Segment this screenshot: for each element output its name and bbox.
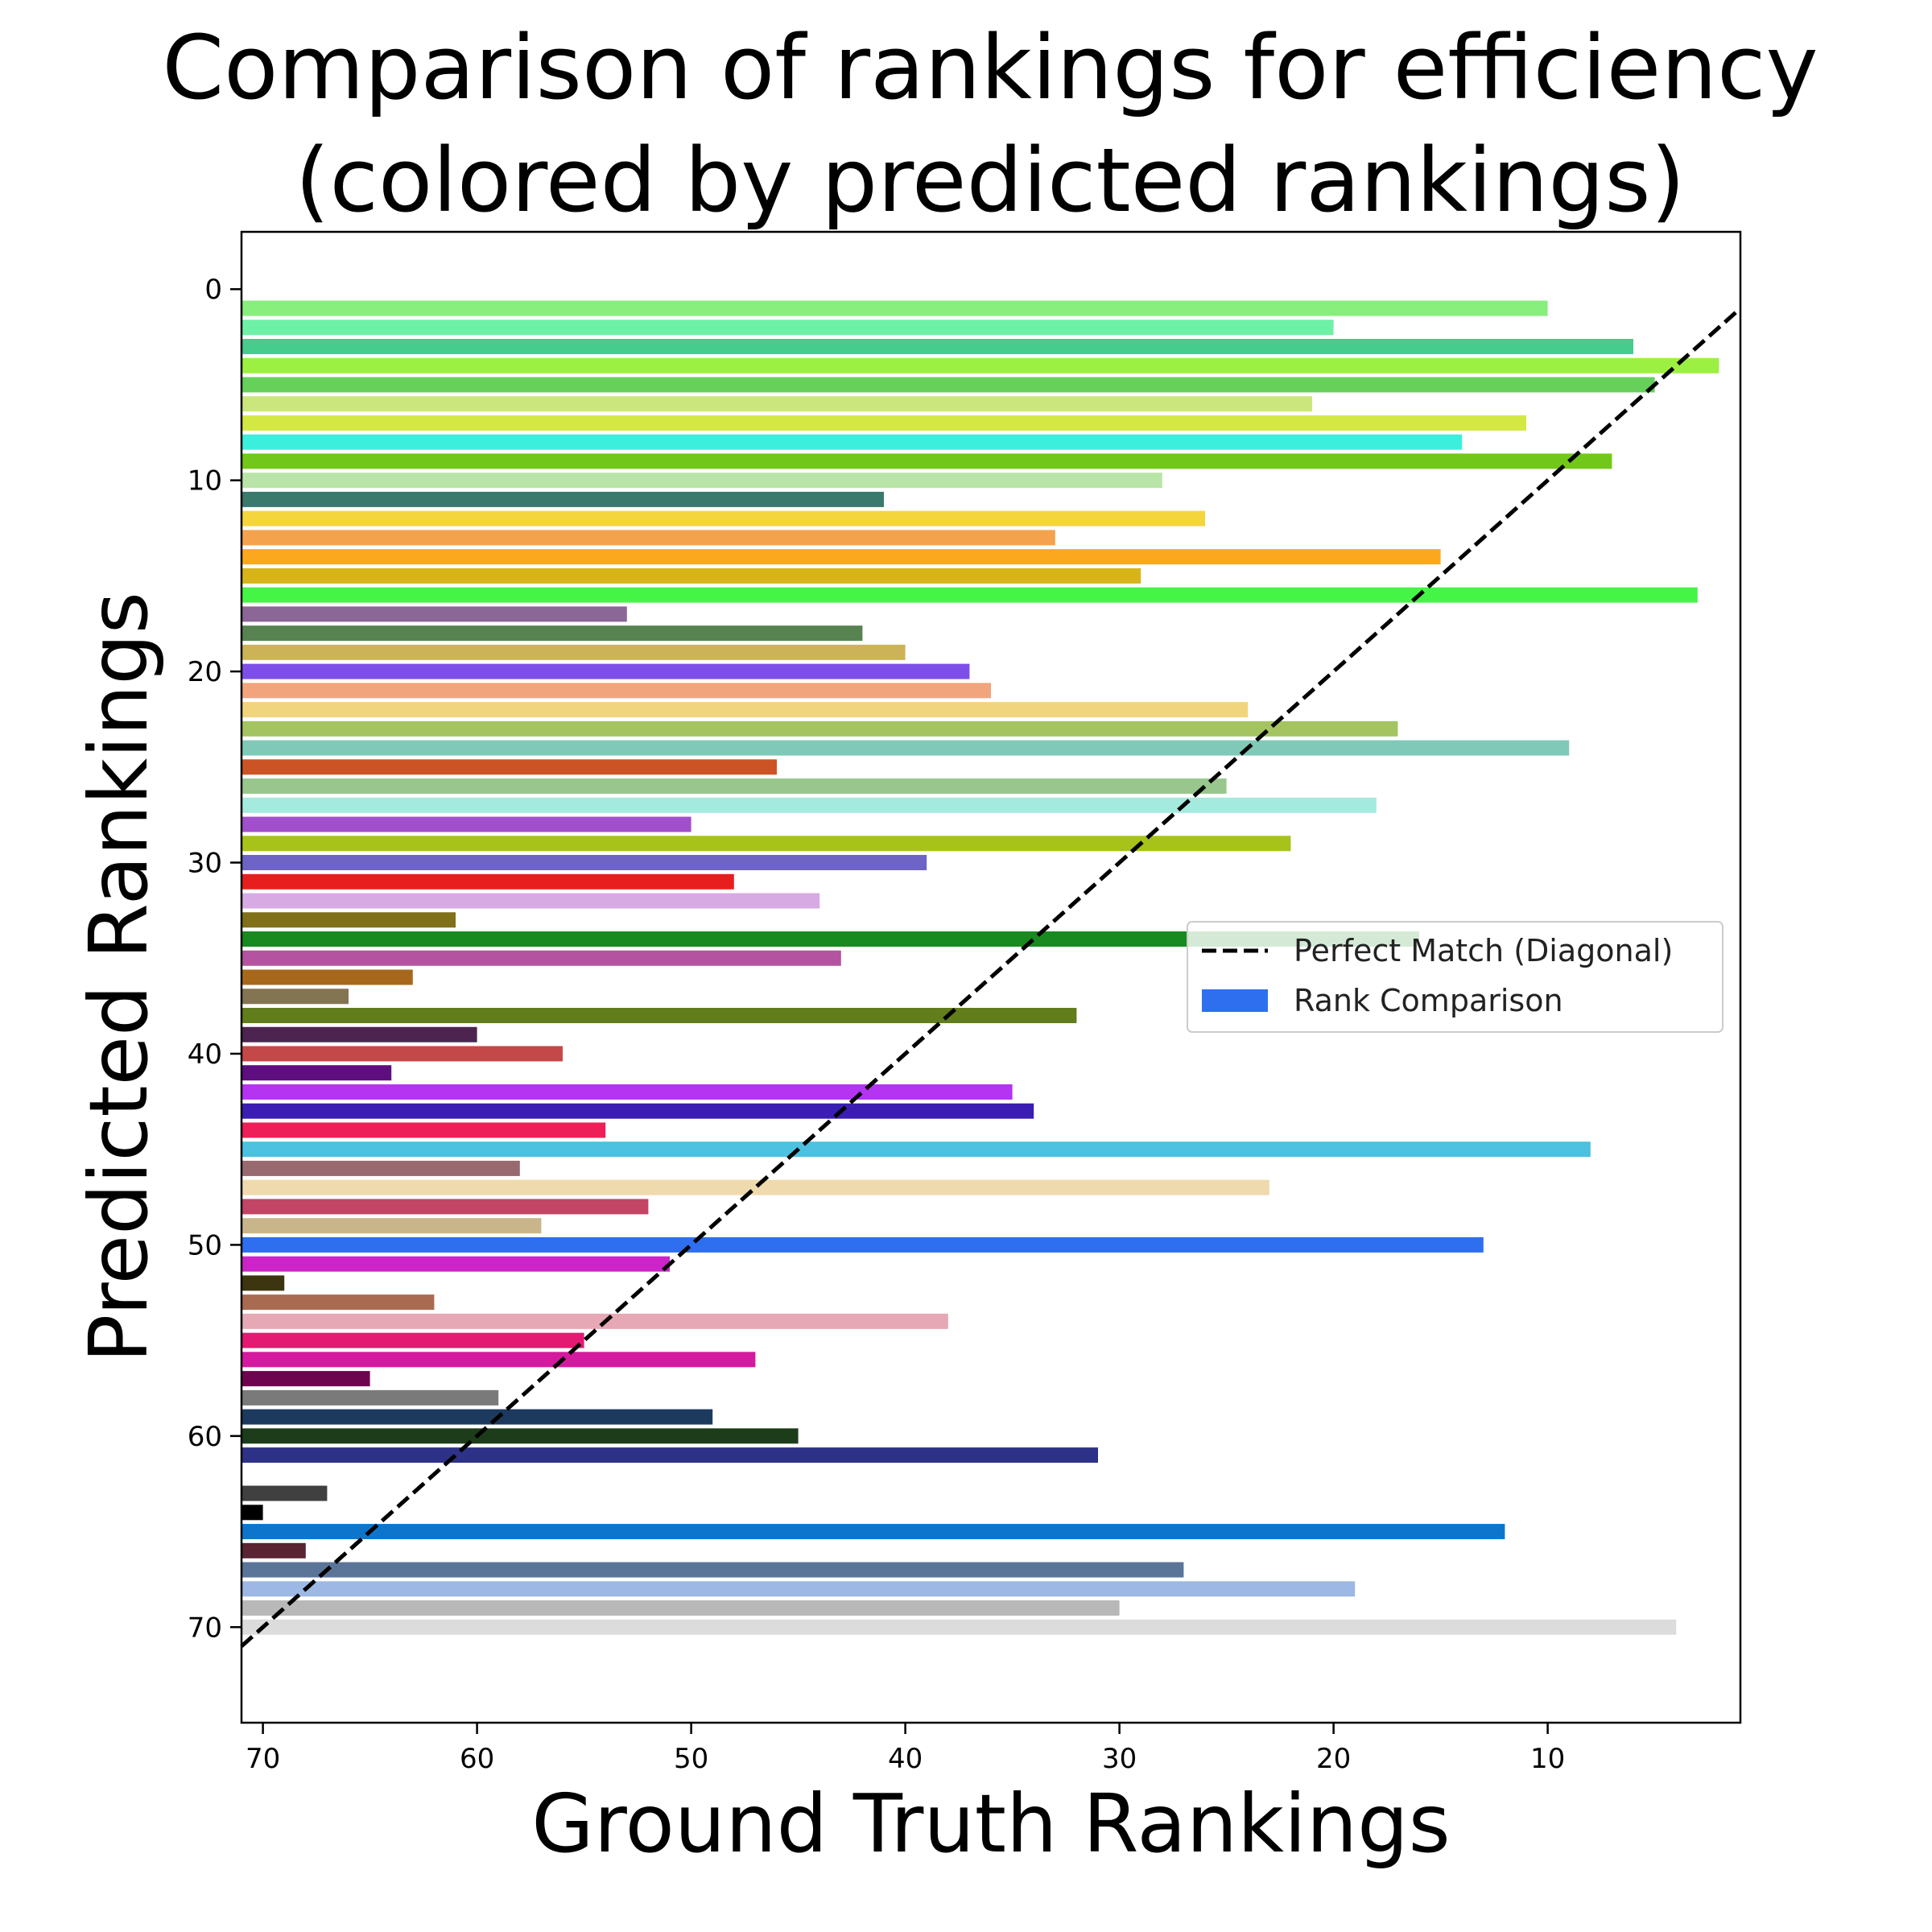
bar (242, 969, 413, 985)
bar (242, 587, 1698, 603)
bar (242, 530, 1055, 546)
bar (242, 1026, 477, 1042)
x-tick-label: 50 (674, 1743, 708, 1775)
bar (242, 357, 1719, 374)
bar (242, 1084, 1013, 1100)
x-tick-label: 40 (888, 1743, 923, 1775)
bar (242, 510, 1205, 526)
y-tick-label: 40 (188, 1038, 222, 1071)
bar (242, 759, 777, 775)
y-axis-label: Predicted Rankings (72, 592, 166, 1363)
bar (242, 473, 1162, 489)
x-tick-label: 30 (1102, 1743, 1137, 1775)
bar (242, 893, 820, 909)
x-tick-label: 10 (1530, 1743, 1565, 1775)
bar (242, 1332, 584, 1348)
bar (242, 644, 906, 660)
bar (242, 1046, 563, 1062)
bar (242, 989, 349, 1005)
bar (242, 1236, 1484, 1253)
bar (242, 300, 1548, 316)
y-axis-ticks: 0 10 20 30 40 50 60 70 (188, 274, 242, 1644)
bar (242, 1428, 799, 1444)
bar (242, 1352, 756, 1368)
legend-entry-label: Perfect Match (Diagonal) (1294, 933, 1673, 968)
bar (242, 702, 1249, 718)
bar (242, 816, 691, 832)
bar (242, 1524, 1505, 1540)
bar (242, 912, 456, 928)
bar (242, 1007, 1077, 1023)
chart-title-line: Comparison of rankings for efficiency (162, 16, 1818, 119)
bar (242, 683, 991, 699)
y-tick-label: 30 (188, 848, 222, 880)
x-tick-label: 70 (246, 1743, 280, 1775)
bar (242, 855, 927, 871)
plot-frame (240, 230, 1742, 1724)
bar (242, 1218, 542, 1234)
legend-entry-label: Rank Comparison (1294, 983, 1563, 1018)
bar (242, 836, 1291, 852)
legend-patch-swatch (1202, 989, 1268, 1012)
bar (242, 453, 1612, 469)
bar (242, 1562, 1184, 1578)
bar (242, 873, 734, 890)
legend-box (1187, 921, 1724, 1033)
bar (242, 1581, 1356, 1597)
bar (242, 320, 1334, 336)
bar (242, 1103, 1034, 1119)
y-tick-label: 0 (204, 274, 222, 306)
bar (242, 1160, 520, 1176)
bar (242, 1065, 392, 1081)
legend: Perfect Match (Diagonal) Rank Comparison (1187, 921, 1724, 1033)
bar (242, 568, 1141, 584)
bar (242, 1485, 328, 1501)
bar (242, 797, 1377, 813)
bar (242, 1179, 1269, 1195)
bar (242, 1199, 649, 1215)
x-tick-label: 20 (1316, 1743, 1351, 1775)
bars (242, 300, 1719, 1635)
x-axis-label: Ground Truth Rankings (531, 1777, 1450, 1871)
bar (242, 1294, 435, 1311)
bar (242, 1256, 670, 1272)
bar (242, 606, 627, 622)
bar (242, 1409, 713, 1425)
bar (242, 1275, 285, 1291)
bar (242, 1389, 499, 1406)
y-tick-label: 60 (188, 1421, 222, 1453)
bar (242, 1371, 370, 1387)
bar (242, 377, 1655, 393)
bar (242, 396, 1312, 412)
bar (242, 625, 863, 642)
bar (242, 720, 1398, 737)
x-tick-label: 60 (460, 1743, 494, 1775)
bar (242, 415, 1526, 431)
bar (242, 1600, 1120, 1616)
bar (242, 338, 1633, 354)
bar (242, 1447, 1098, 1463)
bar (242, 740, 1570, 756)
bar (242, 491, 884, 507)
bar (242, 1122, 606, 1138)
bar (242, 1141, 1591, 1158)
y-tick-label: 70 (188, 1612, 222, 1644)
bar (242, 663, 970, 679)
bar (242, 1505, 263, 1521)
y-tick-label: 50 (188, 1229, 222, 1261)
chart-title-line: (colored by predicted rankings) (295, 129, 1686, 232)
y-tick-label: 20 (188, 656, 222, 688)
bar (242, 1619, 1677, 1635)
chart-title: Comparison of rankings for efficiency(co… (162, 16, 1818, 232)
bar (242, 931, 1419, 947)
x-axis-ticks: 70 60 50 40 30 20 10 (246, 1723, 1565, 1775)
bar (242, 434, 1463, 450)
bar (242, 778, 1227, 795)
bar (242, 1313, 948, 1329)
bar (242, 549, 1441, 565)
y-tick-label: 10 (188, 465, 222, 497)
bar (242, 1542, 306, 1558)
bar (242, 950, 841, 966)
